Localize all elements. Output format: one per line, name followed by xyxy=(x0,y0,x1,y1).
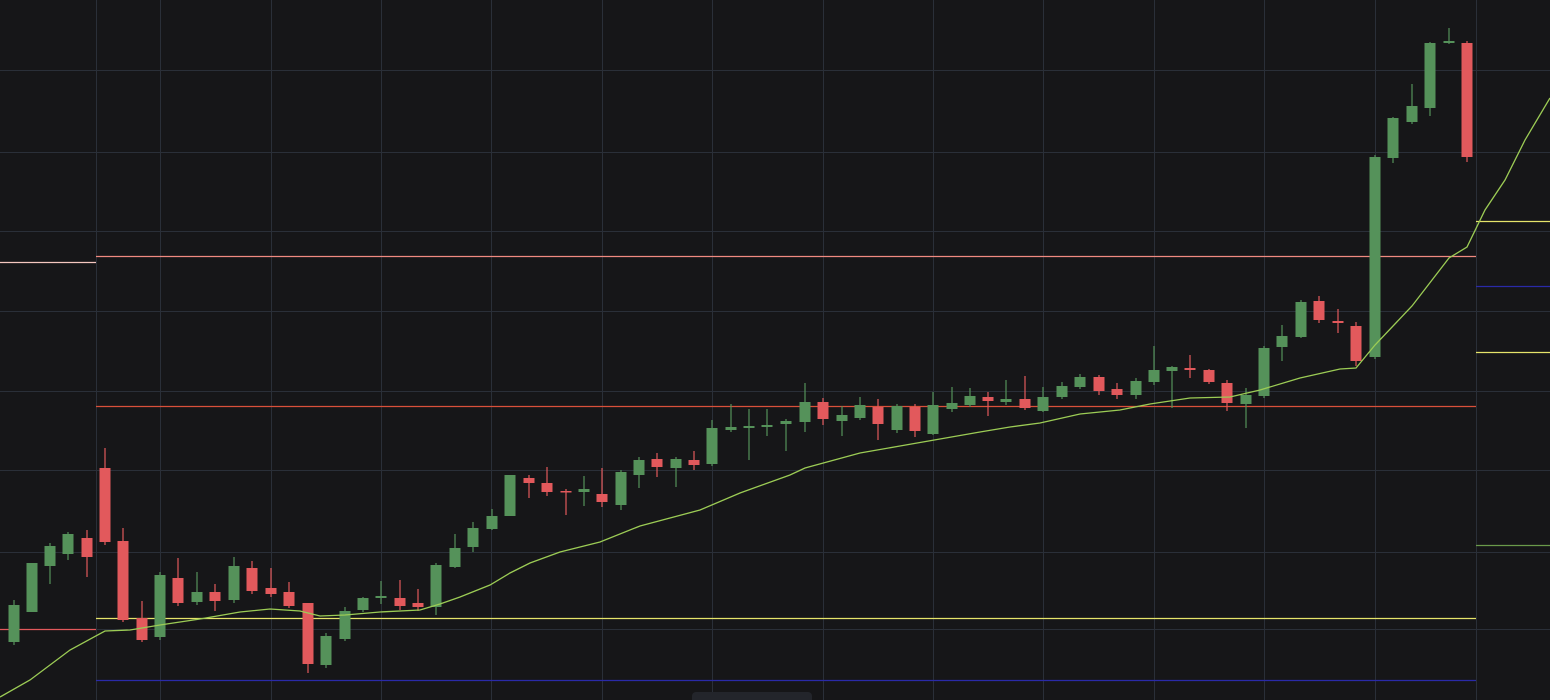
candle-body xyxy=(560,491,572,493)
candle-body xyxy=(246,568,258,591)
candle-body xyxy=(799,402,811,422)
candle-body xyxy=(1037,397,1049,411)
candle-body xyxy=(1313,301,1325,320)
candle-body xyxy=(1074,377,1086,387)
ma-line xyxy=(0,97,1550,698)
candle-body xyxy=(1369,157,1381,357)
candle-body xyxy=(412,603,424,607)
candle-body xyxy=(1148,370,1160,382)
candle-body xyxy=(633,460,645,475)
candle-body xyxy=(872,407,884,424)
candle-body xyxy=(817,402,829,419)
candle-body xyxy=(1424,43,1436,108)
candle-body xyxy=(504,475,516,516)
candle-body xyxy=(1443,41,1455,43)
candle-body xyxy=(99,468,111,542)
candle-body xyxy=(854,405,866,418)
scroll-handle[interactable] xyxy=(692,692,812,700)
candle-body xyxy=(1258,348,1270,396)
candle-body xyxy=(651,459,663,467)
candle-body xyxy=(357,598,369,610)
candle-body xyxy=(228,566,240,600)
candle-body xyxy=(1240,395,1252,404)
candle-body xyxy=(1203,370,1215,382)
candle-body xyxy=(375,596,387,598)
candles xyxy=(8,28,1473,673)
candle-body xyxy=(8,605,20,642)
candle-body xyxy=(523,478,535,483)
candle-body xyxy=(596,494,608,502)
candle-body xyxy=(339,611,351,639)
candle-body xyxy=(706,428,718,464)
candle-body xyxy=(1184,368,1196,370)
candle-body xyxy=(1276,336,1288,347)
candle-body xyxy=(1019,399,1031,408)
candle-body xyxy=(982,397,994,401)
candle-body xyxy=(615,472,627,505)
candle-body xyxy=(1221,383,1233,403)
candle-body xyxy=(670,459,682,468)
candle-body xyxy=(946,403,958,409)
candle-body xyxy=(26,563,38,612)
candle-body xyxy=(725,427,737,430)
candle-body xyxy=(172,578,184,603)
candle-body xyxy=(302,603,314,664)
candle-body xyxy=(136,618,148,640)
candle-body xyxy=(927,405,939,434)
candle-body xyxy=(430,565,442,607)
candle-body xyxy=(117,541,129,620)
candle-body xyxy=(1093,377,1105,391)
candle-body xyxy=(265,588,277,594)
candle-body xyxy=(964,396,976,405)
candle-body xyxy=(1000,399,1012,402)
candle-body xyxy=(81,538,93,557)
candle-body xyxy=(761,425,773,427)
candle-body xyxy=(891,406,903,430)
candle-body xyxy=(1130,381,1142,395)
candle-body xyxy=(1056,386,1068,397)
candle-body xyxy=(449,548,461,567)
candle-body xyxy=(909,407,921,431)
candle-body xyxy=(836,415,848,421)
candle-body xyxy=(1387,118,1399,158)
candle-body xyxy=(1111,389,1123,395)
candle-body xyxy=(44,546,56,566)
candle-body xyxy=(1406,106,1418,122)
candle-body xyxy=(394,598,406,606)
candle-body xyxy=(62,534,74,554)
candle-body xyxy=(688,460,700,465)
candle-body xyxy=(320,636,332,665)
candle-body xyxy=(1461,43,1473,157)
candle-body xyxy=(1332,321,1344,323)
candle-body xyxy=(780,421,792,424)
candle-body xyxy=(191,592,203,602)
candle-body xyxy=(209,592,221,601)
candle-body xyxy=(467,528,479,547)
candle-body xyxy=(154,575,166,637)
candle-body xyxy=(1295,302,1307,337)
candle-body xyxy=(541,483,553,492)
candle-body xyxy=(1166,367,1178,371)
candle-body xyxy=(1350,326,1362,361)
candle-body xyxy=(743,426,755,428)
candle-body xyxy=(283,592,295,606)
candle-body xyxy=(578,489,590,492)
moving-average xyxy=(0,97,1550,698)
candle-body xyxy=(486,516,498,529)
